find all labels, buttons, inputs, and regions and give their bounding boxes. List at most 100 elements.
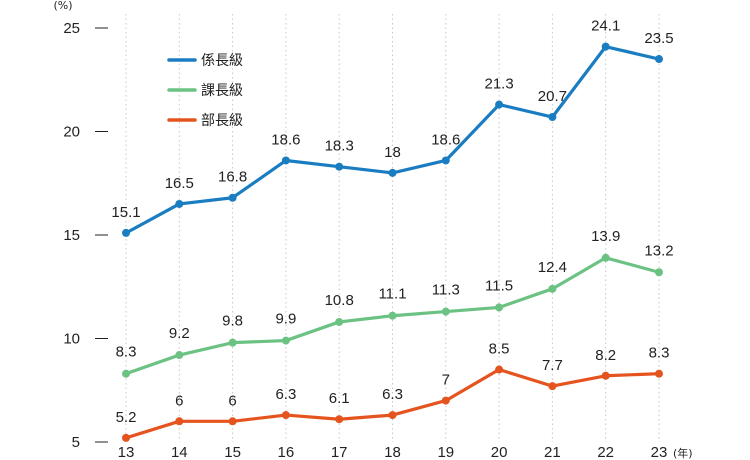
data-label-1-21: 20.7 [538,88,567,105]
y-tick-label-15: 15 [63,227,80,244]
data-point-1-18 [388,168,397,177]
data-label-2-20: 11.5 [485,277,513,294]
data-label-3-15: 6 [228,392,236,409]
legend-label-1: 係長級 [201,53,243,69]
y-axis: (%) 5 10 15 20 25 [53,0,108,451]
data-point-3-14 [175,417,184,426]
data-label-1-13: 15.1 [111,204,140,221]
data-label-2-16: 9.9 [275,311,296,328]
data-point-2-15 [228,338,237,347]
data-label-1-19: 18.6 [431,131,460,148]
data-point-3-13 [122,433,130,442]
data-label-1-22: 24.1 [591,18,620,35]
series-layer [122,42,663,442]
data-point-1-13 [122,228,130,237]
data-point-2-18 [388,311,397,320]
data-point-1-16 [281,156,290,165]
data-label-layer: 15.1 16.5 16.8 18.6 18.3 18 18.6 21.3 20.7 24.1 23… [111,18,673,426]
data-label-2-23: 13.2 [644,242,673,259]
data-label-1-23: 23.5 [644,30,673,47]
data-label-3-21: 7.7 [542,357,563,374]
data-point-2-21 [548,284,557,293]
x-tick-label-20: 20 [491,444,508,460]
legend-label-3: 部長級 [201,113,243,129]
data-label-3-13: 5.2 [116,409,137,426]
legend-item-3: 部長級 [167,113,243,129]
y-tick-label-20: 20 [63,124,80,141]
data-point-1-23 [655,55,663,64]
data-point-2-16 [281,336,290,345]
y-tick-label-25: 25 [63,20,80,37]
data-point-3-16 [281,411,290,420]
data-label-2-19: 11.3 [432,282,460,299]
data-point-2-23 [655,268,663,277]
data-label-1-17: 18.3 [325,138,354,155]
data-label-2-18: 11.1 [378,286,406,303]
y-tick-label-5: 5 [72,434,80,451]
data-label-2-13: 8.3 [116,344,137,361]
data-point-3-21 [548,382,557,391]
data-point-3-23 [655,369,663,378]
data-label-3-23: 8.3 [649,345,670,362]
data-point-2-14 [175,351,184,360]
x-tick-label-22: 22 [597,444,614,460]
x-tick-label-17: 17 [331,444,348,460]
data-point-3-18 [388,411,397,420]
x-tick-label-23: 23 [651,444,668,460]
y-unit-label: (%) [53,0,72,12]
data-label-2-21: 12.4 [538,259,567,276]
data-label-2-15: 9.8 [222,313,243,330]
data-point-1-19 [441,156,450,165]
data-point-1-21 [548,113,557,122]
data-label-1-14: 16.5 [165,175,194,192]
data-point-1-17 [335,162,344,171]
y-tick-label-10: 10 [63,331,80,348]
grid-layer [125,14,660,442]
data-label-1-18: 18 [384,144,401,161]
x-tick-label-15: 15 [224,444,241,460]
data-label-2-14: 9.2 [169,325,190,342]
data-point-3-15 [228,417,237,426]
x-unit-label: (年) [673,446,693,460]
legend-item-1: 係長級 [167,53,243,69]
series-3 [122,365,663,442]
legend-label-2: 課長級 [201,83,243,99]
data-label-3-14: 6 [175,392,183,409]
data-label-3-19: 7 [442,372,450,389]
series-2 [122,253,663,378]
x-tick-label-16: 16 [278,444,295,460]
data-point-2-13 [122,369,130,378]
data-point-2-22 [601,253,610,262]
data-point-3-19 [441,396,450,405]
data-label-1-16: 18.6 [271,131,300,148]
data-point-3-17 [335,415,344,424]
data-point-2-19 [441,307,450,316]
x-tick-label-14: 14 [171,444,188,460]
data-point-3-22 [601,371,610,380]
data-label-2-17: 10.8 [325,292,354,309]
data-label-1-15: 16.8 [218,169,247,186]
data-label-3-16: 6.3 [275,386,296,403]
data-label-3-22: 8.2 [595,347,616,364]
x-tick-label-13: 13 [118,444,135,460]
data-label-3-17: 6.1 [329,390,350,407]
legend-item-2: 課長級 [167,83,243,99]
data-label-1-20: 21.3 [484,76,513,93]
data-point-2-20 [495,303,504,312]
data-point-2-17 [335,317,344,326]
data-point-1-22 [601,42,610,51]
data-point-3-20 [495,365,504,374]
x-tick-label-21: 21 [544,444,561,460]
data-point-1-20 [495,100,504,109]
data-label-2-22: 13.9 [591,228,620,245]
data-point-1-15 [228,193,237,202]
data-label-3-18: 6.3 [382,386,403,403]
x-axis: (年) 13 14 15 16 17 18 19 20 21 22 23 [118,444,693,460]
x-tick-label-19: 19 [437,444,454,460]
x-tick-label-18: 18 [384,444,401,460]
series-line-1 [124,45,661,235]
data-label-3-20: 8.5 [489,341,510,358]
